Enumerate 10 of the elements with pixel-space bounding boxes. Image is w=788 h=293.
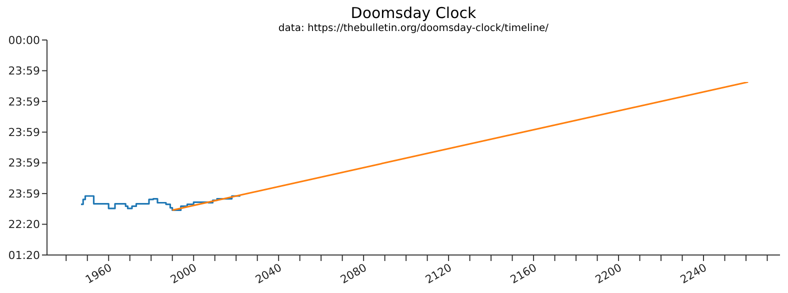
text: 23:59 (8, 95, 40, 108)
text: 01:20 (8, 248, 40, 262)
text: 23:59 (8, 187, 40, 200)
text: 23:59 (8, 156, 40, 170)
chart-subtitle: data: https://thebulletin.org/doomsday-clock/timeline/ (277, 23, 550, 34)
text: 22:20 (8, 218, 40, 232)
chart-title: Doomsday Clock (350, 4, 478, 22)
text: 23:59 (8, 126, 40, 139)
text: 00:00 (8, 34, 40, 47)
text: 23:59 (8, 64, 40, 78)
